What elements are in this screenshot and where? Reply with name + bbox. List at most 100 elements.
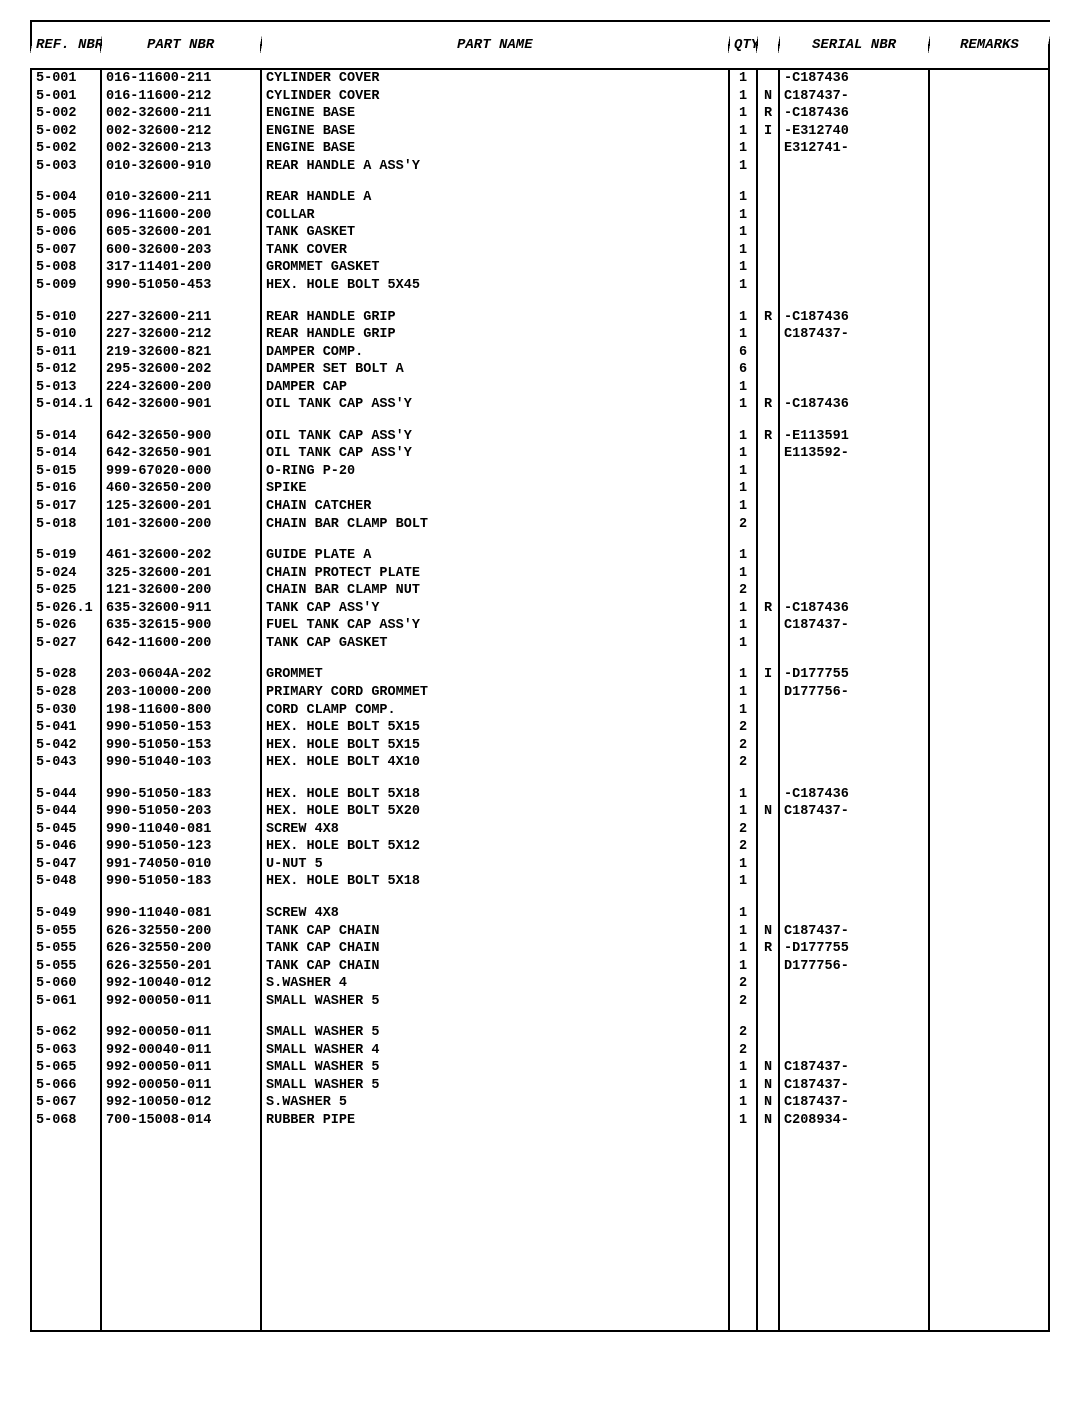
cell-serial bbox=[779, 498, 929, 516]
cell-part: 461-32600-202 bbox=[101, 547, 261, 565]
table-row: 5-046990-51050-123HEX. HOLE BOLT 5X122 bbox=[31, 838, 1049, 856]
cell-name: SMALL WASHER 4 bbox=[261, 1042, 729, 1060]
cell-serial bbox=[779, 189, 929, 207]
table-row: 5-010227-32600-212REAR HANDLE GRIP1C1874… bbox=[31, 326, 1049, 344]
cell-name: CHAIN CATCHER bbox=[261, 498, 729, 516]
cell-name: OIL TANK CAP ASS'Y bbox=[261, 428, 729, 446]
cell-ref: 5-010 bbox=[31, 326, 101, 344]
cell-serial bbox=[779, 565, 929, 583]
cell-remarks bbox=[929, 158, 1049, 176]
cell-serial bbox=[779, 582, 929, 600]
cell-name: SMALL WASHER 5 bbox=[261, 1077, 729, 1095]
cell-serial: C187437- bbox=[779, 1077, 929, 1095]
cell-serial: -C187436 bbox=[779, 396, 929, 414]
table-row: 5-060992-10040-012S.WASHER 42 bbox=[31, 975, 1049, 993]
cell-name: OIL TANK CAP ASS'Y bbox=[261, 445, 729, 463]
cell-serial bbox=[779, 547, 929, 565]
cell-flag bbox=[757, 786, 779, 804]
cell-flag: N bbox=[757, 1112, 779, 1130]
cell-ref: 5-009 bbox=[31, 277, 101, 295]
cell-flag bbox=[757, 684, 779, 702]
cell-name: HEX. HOLE BOLT 5X45 bbox=[261, 277, 729, 295]
cell-part: 991-74050-010 bbox=[101, 856, 261, 874]
cell-qty: 1 bbox=[729, 498, 757, 516]
cell-remarks bbox=[929, 565, 1049, 583]
cell-qty: 1 bbox=[729, 242, 757, 260]
cell-qty: 1 bbox=[729, 940, 757, 958]
cell-name: HEX. HOLE BOLT 5X18 bbox=[261, 786, 729, 804]
cell-part: 990-51050-183 bbox=[101, 786, 261, 804]
cell-ref: 5-014.1 bbox=[31, 396, 101, 414]
table-row: 5-002002-32600-213ENGINE BASE1E312741- bbox=[31, 140, 1049, 158]
cell-serial bbox=[779, 379, 929, 397]
cell-ref: 5-005 bbox=[31, 207, 101, 225]
cell-name: TANK CAP ASS'Y bbox=[261, 600, 729, 618]
cell-qty: 6 bbox=[729, 344, 757, 362]
cell-name: SPIKE bbox=[261, 480, 729, 498]
cell-part: 325-32600-201 bbox=[101, 565, 261, 583]
cell-ref: 5-055 bbox=[31, 923, 101, 941]
cell-ref: 5-001 bbox=[31, 88, 101, 106]
cell-part: 295-32600-202 bbox=[101, 361, 261, 379]
cell-part: 990-51050-183 bbox=[101, 873, 261, 891]
table-row: 5-055626-32550-201TANK CAP CHAIN1D177756… bbox=[31, 958, 1049, 976]
cell-qty: 1 bbox=[729, 224, 757, 242]
cell-qty: 1 bbox=[729, 396, 757, 414]
cell-remarks bbox=[929, 88, 1049, 106]
cell-part: 002-32600-213 bbox=[101, 140, 261, 158]
cell-name: CYLINDER COVER bbox=[261, 88, 729, 106]
hdr-serial: SERIAL NBR bbox=[774, 21, 934, 69]
cell-qty: 1 bbox=[729, 123, 757, 141]
cell-name: FUEL TANK CAP ASS'Y bbox=[261, 617, 729, 635]
cell-remarks bbox=[929, 189, 1049, 207]
cell-remarks bbox=[929, 224, 1049, 242]
cell-remarks bbox=[929, 396, 1049, 414]
table-row: 5-012295-32600-202DAMPER SET BOLT A6 bbox=[31, 361, 1049, 379]
cell-name: GROMMET bbox=[261, 666, 729, 684]
cell-qty: 1 bbox=[729, 428, 757, 446]
cell-serial: -E113591 bbox=[779, 428, 929, 446]
cell-name: DAMPER CAP bbox=[261, 379, 729, 397]
cell-ref: 5-002 bbox=[31, 123, 101, 141]
cell-flag bbox=[757, 69, 779, 88]
table-row: 5-001016-11600-212CYLINDER COVER1NC18743… bbox=[31, 88, 1049, 106]
cell-name: TANK GASKET bbox=[261, 224, 729, 242]
cell-serial: C187437- bbox=[779, 1094, 929, 1112]
cell-serial bbox=[779, 719, 929, 737]
cell-remarks bbox=[929, 463, 1049, 481]
cell-remarks bbox=[929, 873, 1049, 891]
cell-ref: 5-047 bbox=[31, 856, 101, 874]
cell-flag bbox=[757, 754, 779, 772]
cell-remarks bbox=[929, 1024, 1049, 1042]
table-row: 5-009990-51050-453HEX. HOLE BOLT 5X451 bbox=[31, 277, 1049, 295]
cell-ref: 5-004 bbox=[31, 189, 101, 207]
cell-name: HEX. HOLE BOLT 5X15 bbox=[261, 719, 729, 737]
cell-part: 992-00050-011 bbox=[101, 1059, 261, 1077]
table-row: 5-019461-32600-202GUIDE PLATE A1 bbox=[31, 547, 1049, 565]
cell-qty: 2 bbox=[729, 1024, 757, 1042]
cell-qty: 1 bbox=[729, 259, 757, 277]
cell-part: 999-67020-000 bbox=[101, 463, 261, 481]
hdr-name: PART NAME bbox=[256, 21, 734, 69]
table-row: 5-041990-51050-153HEX. HOLE BOLT 5X152 bbox=[31, 719, 1049, 737]
cell-flag bbox=[757, 480, 779, 498]
cell-serial bbox=[779, 754, 929, 772]
cell-flag bbox=[757, 445, 779, 463]
cell-flag bbox=[757, 702, 779, 720]
cell-serial bbox=[779, 975, 929, 993]
cell-name: CHAIN PROTECT PLATE bbox=[261, 565, 729, 583]
cell-remarks bbox=[929, 140, 1049, 158]
cell-remarks bbox=[929, 905, 1049, 923]
cell-ref: 5-006 bbox=[31, 224, 101, 242]
cell-name: TANK CAP GASKET bbox=[261, 635, 729, 653]
cell-remarks bbox=[929, 105, 1049, 123]
cell-part: 990-51050-453 bbox=[101, 277, 261, 295]
table-row: 5-027642-11600-200TANK CAP GASKET1 bbox=[31, 635, 1049, 653]
cell-name: DAMPER COMP. bbox=[261, 344, 729, 362]
cell-name: CHAIN BAR CLAMP BOLT bbox=[261, 516, 729, 534]
hdr-ref: REF. NBR bbox=[26, 21, 106, 69]
table-row: 5-066992-00050-011SMALL WASHER 51NC18743… bbox=[31, 1077, 1049, 1095]
cell-serial: -C187436 bbox=[779, 309, 929, 327]
cell-ref: 5-049 bbox=[31, 905, 101, 923]
cell-flag: R bbox=[757, 105, 779, 123]
